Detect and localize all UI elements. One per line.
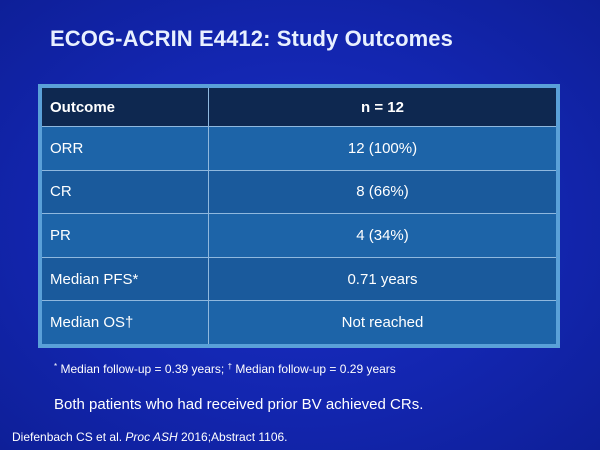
slide-title: ECOG-ACRIN E4412: Study Outcomes — [50, 26, 453, 51]
header-outcome: Outcome — [42, 88, 209, 127]
footnote: * Median follow-up = 0.39 years; † Media… — [54, 362, 396, 376]
citation-details: 2016;Abstract 1106. — [181, 430, 288, 444]
row-pr-value: 4 (34%) — [208, 213, 556, 258]
prior-bv-note: Both patients who had received prior BV … — [54, 396, 424, 413]
table-row: ORR 12 (100%) — [42, 126, 556, 171]
table-header-row: Outcome n = 12 — [42, 88, 556, 127]
table-row: Median OS† Not reached — [42, 300, 556, 344]
footnote-mark-dagger: † — [227, 362, 233, 371]
row-cr-value: 8 (66%) — [208, 170, 556, 215]
table-row: Median PFS* 0.71 years — [42, 257, 556, 302]
footnote-os-followup: Median follow-up = 0.29 years — [235, 362, 396, 376]
table-row: CR 8 (66%) — [42, 170, 556, 215]
citation-authors: Diefenbach CS et al. — [12, 430, 123, 444]
footnote-mark-asterisk: * — [54, 362, 58, 371]
row-pr-label: PR — [42, 213, 209, 258]
citation-journal: Proc ASH — [125, 430, 178, 444]
row-pfs-value: 0.71 years — [208, 257, 556, 302]
footnote-pfs-followup: Median follow-up = 0.39 years; — [60, 362, 225, 376]
citation: Diefenbach CS et al. Proc ASH 2016;Abstr… — [12, 430, 288, 444]
table-row: PR 4 (34%) — [42, 213, 556, 258]
outcomes-table: Outcome n = 12 ORR 12 (100%) CR 8 (66%) … — [42, 88, 556, 344]
outcomes-table-frame: Outcome n = 12 ORR 12 (100%) CR 8 (66%) … — [38, 84, 560, 348]
row-cr-label: CR — [42, 170, 209, 215]
row-os-value: Not reached — [208, 300, 556, 344]
row-pfs-label: Median PFS* — [42, 257, 209, 302]
row-orr-value: 12 (100%) — [208, 126, 556, 171]
row-orr-label: ORR — [42, 126, 209, 171]
row-os-label: Median OS† — [42, 300, 209, 344]
header-n: n = 12 — [208, 88, 556, 127]
